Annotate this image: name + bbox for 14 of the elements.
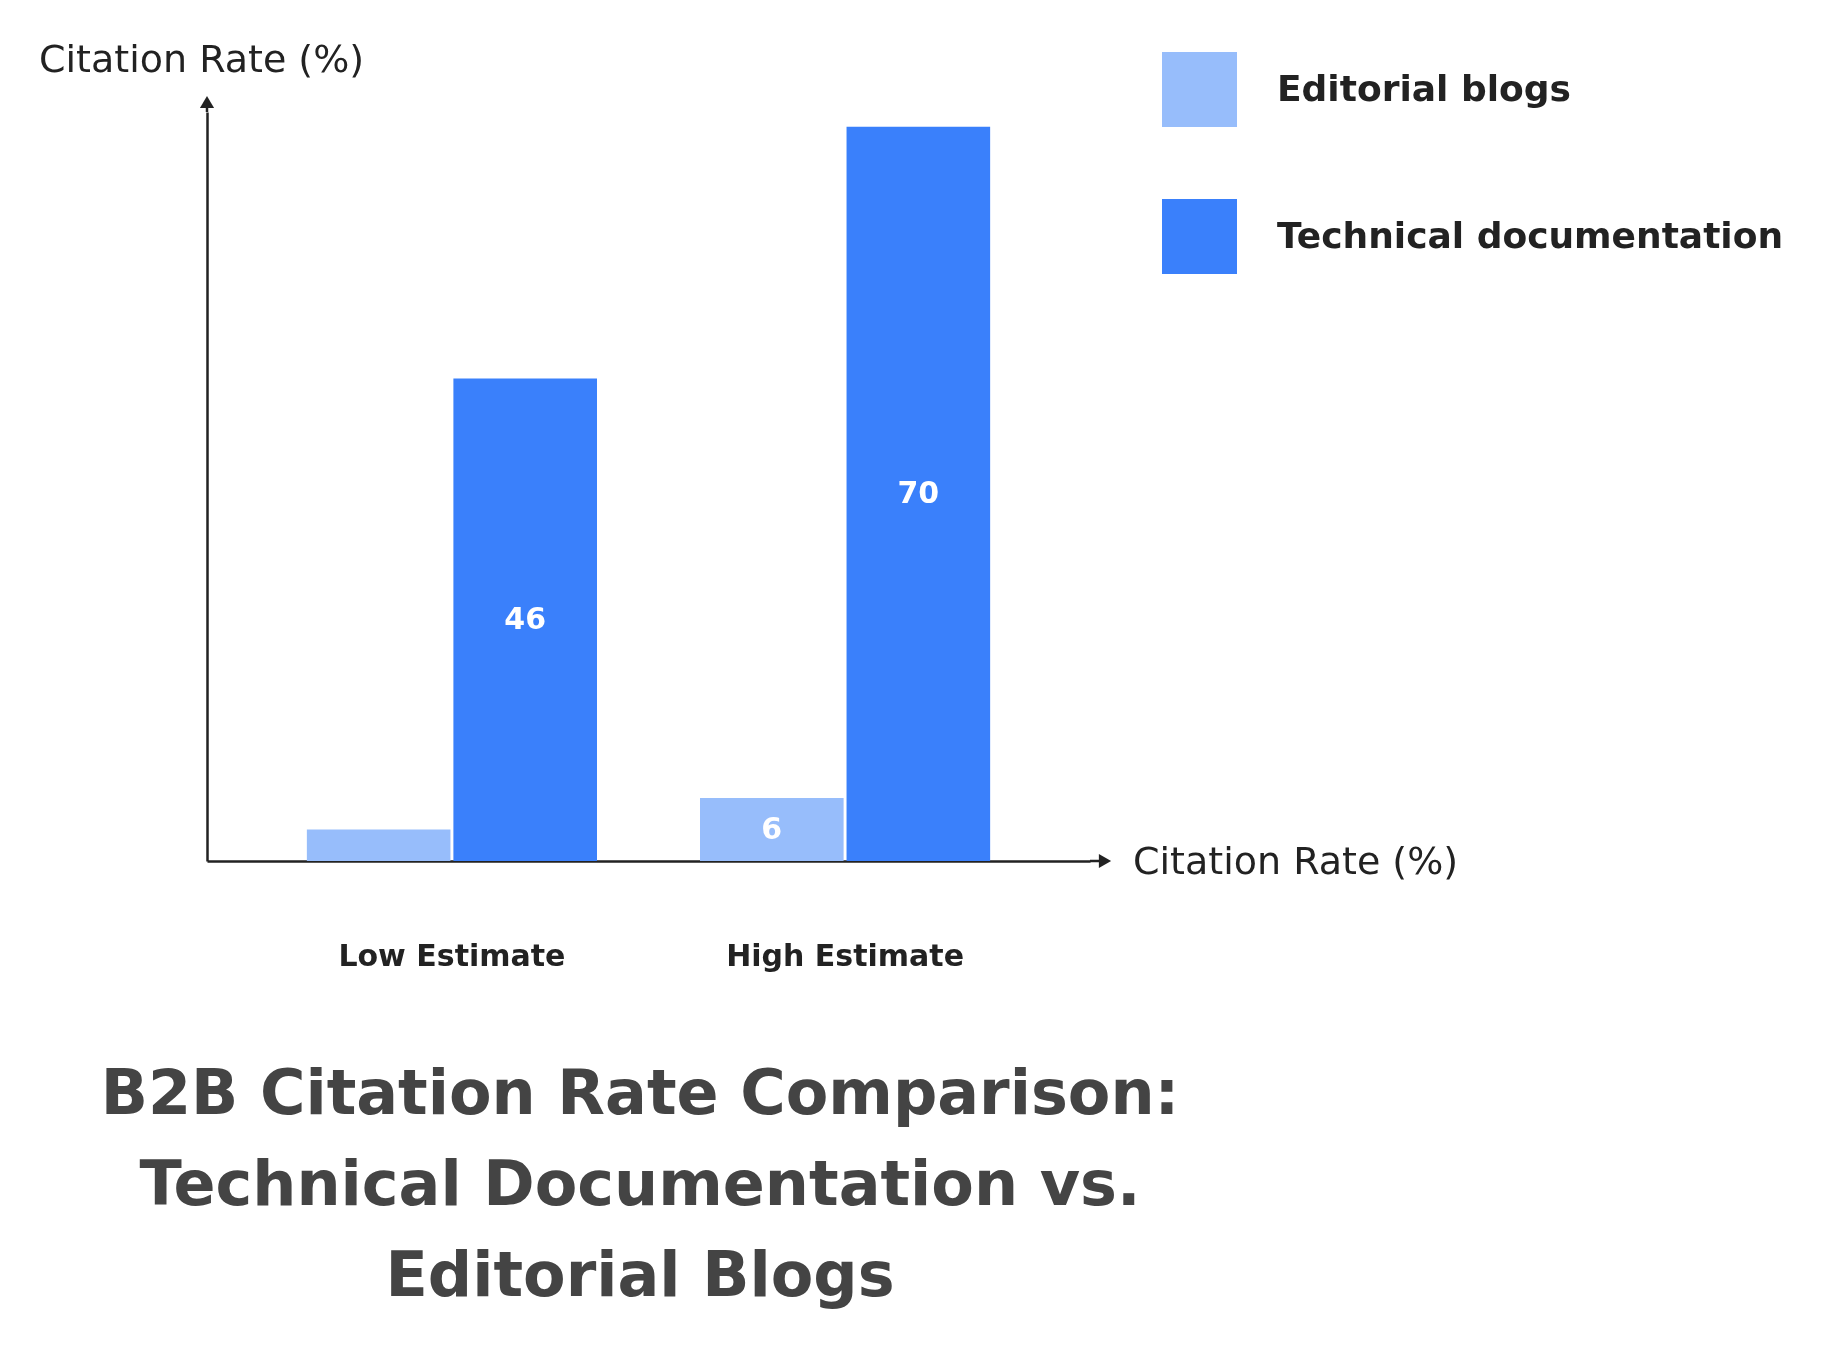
bar bbox=[453, 378, 597, 861]
legend-label: Technical documentation bbox=[1277, 214, 1784, 256]
y-axis-title: Citation Rate (%) bbox=[39, 37, 365, 81]
x-axis-title: Citation Rate (%) bbox=[1133, 839, 1459, 883]
bar bbox=[306, 829, 451, 861]
text: B2B Citation Rate Comparison: Technical Documentation vs. Editorial Blogs bbox=[100, 1056, 1180, 1311]
data-label: 70 bbox=[897, 474, 940, 510]
data-label: 6 bbox=[761, 810, 783, 846]
x-tick-label: Low Estimate bbox=[338, 937, 566, 973]
bar bbox=[700, 798, 844, 861]
x-tick-label: High Estimate bbox=[726, 937, 964, 973]
legend-label: Editorial blogs bbox=[1277, 67, 1571, 109]
data-label: 46 bbox=[504, 600, 547, 636]
bar bbox=[846, 126, 991, 861]
